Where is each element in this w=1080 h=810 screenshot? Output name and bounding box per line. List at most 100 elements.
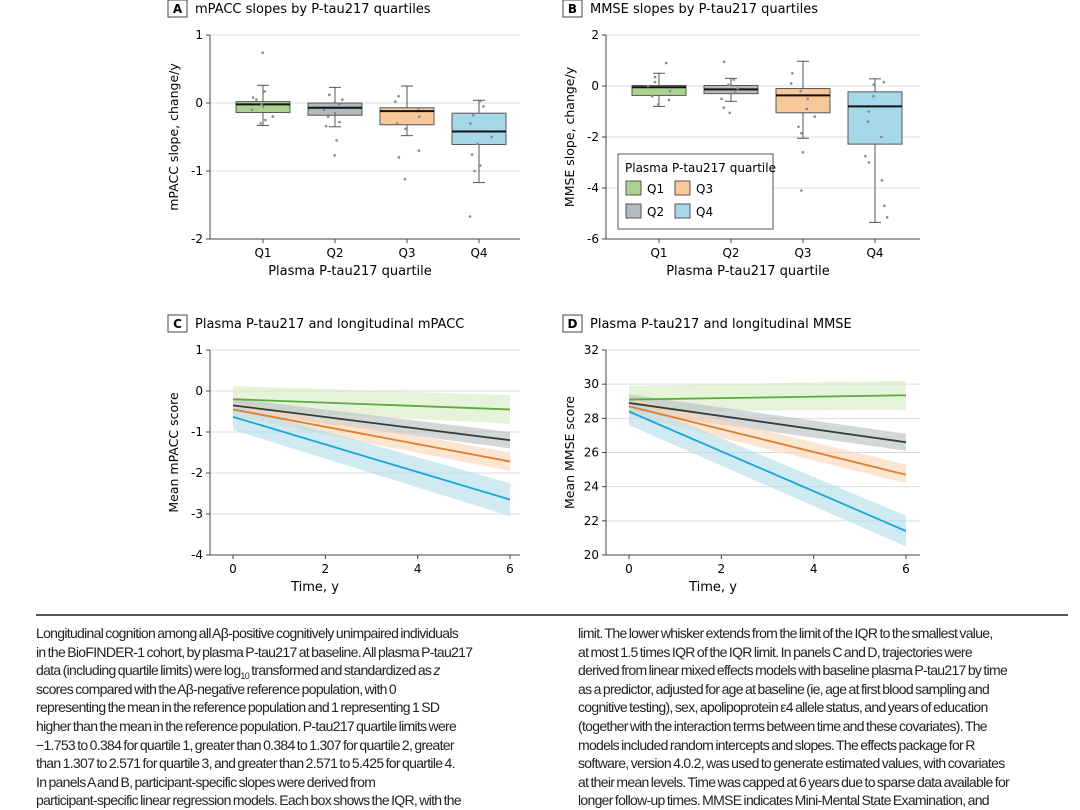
- data-point: [417, 107, 420, 110]
- trend-line-Q3: [232, 408, 511, 463]
- caption-line: at their mean levels. Time was capped at…: [578, 773, 1010, 790]
- trend-line-Q2: [628, 402, 907, 444]
- legend-label: Q4: [696, 205, 713, 219]
- legend-swatch-Q1: [625, 180, 642, 196]
- y-tick-label: 28: [584, 411, 599, 425]
- data-point: [668, 89, 672, 93]
- data-point: [732, 78, 735, 81]
- data-point: [324, 124, 328, 128]
- data-point: [259, 122, 262, 125]
- data-point: [333, 111, 337, 115]
- legend-title: Plasma P-tau217 quartile: [625, 161, 776, 175]
- data-point: [882, 80, 886, 84]
- caption-line: than 1.307 to 2.571 for quartile 3, and …: [36, 755, 456, 772]
- caption-left: Longitudinal cognition among all Aβ-posi…: [36, 624, 473, 810]
- data-point: [260, 103, 263, 106]
- data-point: [337, 103, 341, 106]
- data-point: [667, 98, 671, 102]
- trend-line-Q1: [232, 398, 511, 411]
- data-point: [885, 216, 889, 219]
- data-point: [789, 82, 793, 85]
- box-Q2: [307, 102, 363, 116]
- data-point: [880, 179, 884, 182]
- data-point: [472, 113, 475, 117]
- legend-label: Q2: [647, 205, 664, 219]
- subscript: 10: [240, 670, 250, 681]
- caption-line: Longitudinal cognition among all Aβ-posi…: [36, 625, 459, 641]
- data-point: [263, 90, 266, 93]
- panel-label: C: [173, 317, 182, 331]
- chart-title: Plasma P-tau217 and longitudinal MMSE: [590, 317, 852, 332]
- caption-line: models included random intercepts and sl…: [578, 736, 975, 753]
- data-point: [653, 80, 657, 84]
- caption-line: In panels A and B, participant-specific …: [36, 773, 376, 790]
- caption-text: transformed and standardized as: [249, 662, 434, 679]
- box-Q3: [775, 88, 831, 114]
- data-point: [482, 105, 485, 108]
- data-point: [394, 100, 397, 103]
- chart-title: Plasma P-tau217 and longitudinal mPACC: [195, 317, 464, 332]
- y-tick-label: -2: [191, 232, 203, 246]
- data-point: [271, 115, 275, 118]
- y-axis-label: MMSE slope, change/y: [562, 66, 577, 207]
- trend-line-Q1: [628, 394, 907, 401]
- data-point: [800, 131, 803, 135]
- x-tick-label: 6: [902, 562, 910, 576]
- y-tick-label: 2: [591, 28, 599, 42]
- x-tick-label: 6: [506, 562, 514, 576]
- y-tick-label: 20: [584, 548, 599, 562]
- data-point: [883, 204, 886, 208]
- data-point: [813, 115, 817, 118]
- y-tick-label: -1: [191, 164, 203, 178]
- panel-label-box: [167, 314, 188, 333]
- caption-divider: [36, 614, 1068, 616]
- box-Q1: [631, 84, 687, 96]
- data-point: [490, 135, 493, 139]
- x-tick-label: Q1: [254, 246, 271, 260]
- caption-italic: z: [433, 662, 440, 679]
- y-tick-label: -4: [587, 181, 599, 195]
- y-tick-label: 1: [195, 28, 203, 42]
- caption-line: limit. The lower whisker extends from th…: [578, 625, 993, 641]
- data-point: [646, 84, 650, 88]
- ci-band-Q3: [233, 402, 510, 471]
- y-tick-label: 24: [584, 480, 599, 494]
- data-point: [341, 98, 344, 101]
- caption-line: longer follow-up times. MMSE indicates M…: [578, 792, 990, 809]
- x-tick-label: 0: [229, 562, 237, 576]
- data-point: [797, 125, 800, 129]
- panel-label-box: [562, 0, 583, 18]
- data-point: [395, 122, 399, 125]
- ci-band-Q4: [629, 399, 906, 547]
- data-point: [866, 120, 870, 123]
- data-point: [867, 110, 871, 113]
- x-tick-label: 2: [322, 562, 330, 576]
- x-tick-label: 4: [810, 562, 818, 576]
- legend-swatch-Q2: [625, 203, 642, 219]
- data-point: [653, 75, 657, 79]
- x-axis-label: Time, y: [290, 580, 339, 595]
- caption-line: representing the mean in the reference p…: [36, 699, 440, 716]
- data-point: [722, 106, 726, 109]
- trend-line-Q4: [628, 410, 907, 532]
- data-point: [733, 91, 737, 94]
- data-point: [479, 99, 482, 103]
- caption-right: limit. The lower whisker extends from th…: [578, 624, 1010, 810]
- x-tick-label: Q3: [794, 246, 811, 260]
- x-tick-label: Q2: [326, 246, 343, 260]
- data-point: [656, 103, 660, 106]
- y-tick-label: -3: [191, 507, 203, 521]
- data-point: [664, 61, 668, 65]
- caption-line: cognitive testing), sex, apolipoprotein …: [578, 699, 988, 716]
- caption-line: at most 1.5 times IQR of the IQR limit. …: [578, 643, 973, 660]
- data-point: [478, 164, 482, 167]
- data-point: [728, 111, 732, 115]
- data-point: [800, 189, 803, 192]
- y-axis-label: mPACC slope, change/y: [166, 63, 181, 211]
- legend-label: Q3: [696, 182, 713, 196]
- y-axis-label: Mean MMSE score: [562, 396, 577, 509]
- data-point: [722, 60, 726, 64]
- x-tick-label: 0: [625, 562, 633, 576]
- data-point: [326, 115, 330, 118]
- data-point: [806, 97, 810, 101]
